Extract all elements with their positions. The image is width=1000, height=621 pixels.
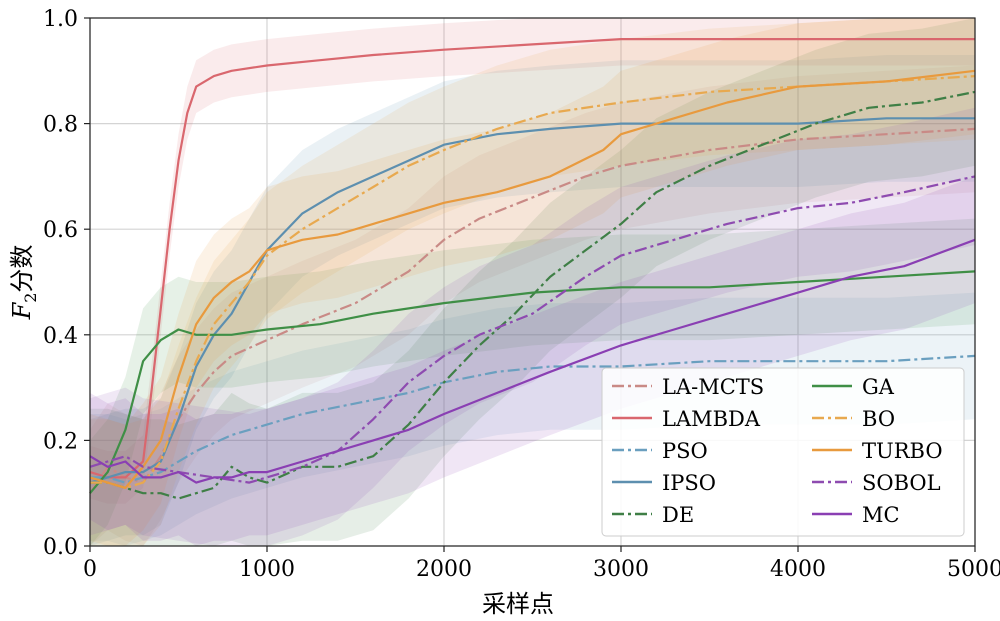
x-tick-label: 5000 (947, 557, 1000, 582)
legend-label-mc: MC (862, 503, 900, 527)
y-tick-label: 0.0 (43, 535, 78, 560)
series-line-pso (90, 354, 976, 484)
legend-label-sobol: SOBOL (862, 471, 941, 495)
y-tick-label: 0.6 (43, 218, 78, 243)
series-line-turbo (89, 69, 976, 489)
legend-label-ga: GA (862, 375, 895, 399)
series-line-ga (89, 270, 976, 494)
series-line-lambda (89, 37, 975, 479)
legend-label-de: DE (662, 503, 694, 527)
plot-frame (89, 17, 976, 547)
x-tick-label: 0 (83, 557, 97, 582)
x-tick-label: 3000 (593, 557, 649, 582)
band-pso (90, 292, 975, 546)
x-axis-title: 采样点 (482, 590, 554, 616)
series-line-de (90, 90, 976, 500)
y-tick-label: 0.2 (43, 429, 78, 454)
series-line-sobol (89, 175, 976, 484)
x-tick-label: 1000 (239, 557, 295, 582)
band-mc (90, 176, 975, 546)
y-tick-label: 0.8 (43, 113, 78, 138)
legend-label-la-mcts: LA-MCTS (662, 375, 764, 399)
series-line-la-mcts (89, 127, 976, 494)
x-tick-label: 2000 (416, 557, 472, 582)
x-tick-label: 4000 (770, 557, 826, 582)
y-axis-title: F2分数 (8, 245, 40, 321)
legend-label-turbo: TURBO (862, 439, 943, 463)
legend: LA-MCTS LAMBDA PSO IPSO DE GA BO TURBO SOBOL MC (601, 367, 965, 537)
band-bo (90, 18, 975, 546)
series-lines (89, 37, 976, 500)
band-turbo (90, 18, 975, 546)
band-la-mcts (90, 65, 975, 546)
legend-label-bo: BO (862, 407, 895, 431)
y-tick-label: 0.4 (43, 324, 78, 349)
legend-label-lambda: LAMBDA (662, 407, 761, 431)
y-tick-label: 1.0 (43, 7, 78, 32)
band-ga (90, 218, 975, 546)
axis-ticks: 0 1000 2000 3000 4000 5000 0.0 0.2 0.4 0.6 0.8 1.0 (43, 7, 1000, 582)
series-line-mc (89, 238, 976, 484)
legend-box (601, 367, 965, 537)
series-line-ipso (89, 117, 975, 484)
legend-label-pso: PSO (662, 439, 708, 463)
legend-label-ipso: IPSO (662, 471, 716, 495)
confidence-bands (90, 18, 975, 547)
band-de (90, 18, 975, 546)
band-ipso (90, 55, 975, 546)
